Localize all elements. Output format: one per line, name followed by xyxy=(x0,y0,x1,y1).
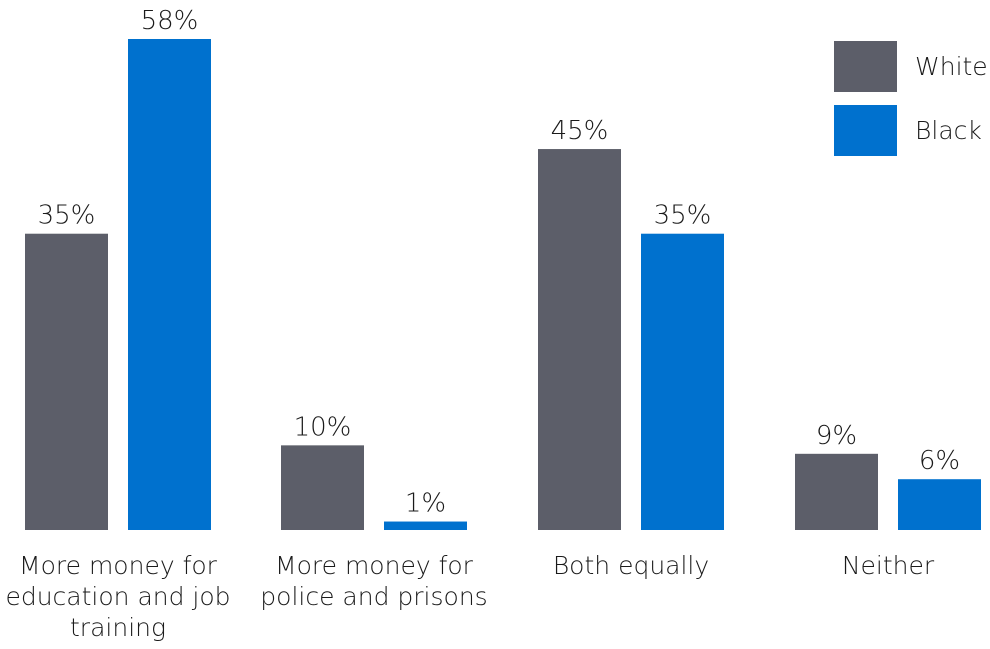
bar-black-0 xyxy=(128,39,211,530)
category-label-3: Neither xyxy=(842,551,935,580)
value-label-white-2: 45% xyxy=(551,116,609,146)
bar-black-1 xyxy=(384,521,467,530)
bar-white-0 xyxy=(25,233,108,530)
value-label-white-0: 35% xyxy=(38,201,96,231)
category-label-0: More money for education and job training xyxy=(5,551,230,642)
legend-swatch-black xyxy=(834,105,897,156)
value-label-black-1: 1% xyxy=(405,489,446,519)
value-label-black-2: 35% xyxy=(654,201,712,231)
bar-white-3 xyxy=(795,453,878,530)
value-label-white-1: 10% xyxy=(294,412,352,442)
value-label-black-0: 58% xyxy=(141,6,199,36)
bar-white-2 xyxy=(538,149,621,530)
bars-group xyxy=(25,39,981,530)
category-label-2: Both equally xyxy=(553,551,709,580)
bar-black-3 xyxy=(898,479,981,530)
legend-swatch-white xyxy=(834,41,897,92)
bar-white-1 xyxy=(281,445,364,530)
legend-label-black: Black xyxy=(915,116,982,145)
legend-label-white: White xyxy=(915,52,988,81)
value-label-white-3: 9% xyxy=(816,421,857,451)
value-label-black-3: 6% xyxy=(919,446,960,476)
category-label-1: More money for police and prisons xyxy=(260,551,487,611)
category-labels-group: More money for education and job training M… xyxy=(5,551,934,642)
value-labels-group: 35% 58% 10% 1% 45% 35% 9% 6% xyxy=(38,6,961,519)
legend: White Black xyxy=(834,41,988,156)
bar-black-2 xyxy=(641,233,724,530)
